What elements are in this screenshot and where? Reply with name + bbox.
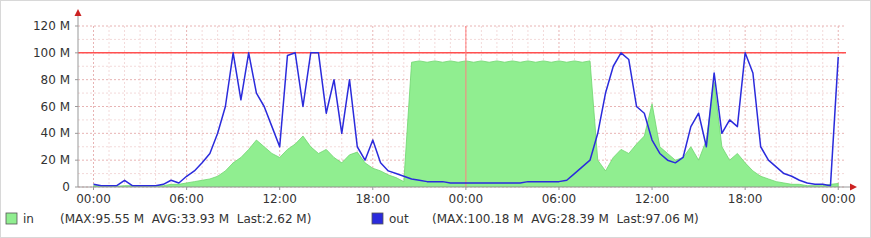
legend-stats: (MAX:95.55 M AVG:33.93 M Last:2.62 M) xyxy=(60,212,311,226)
legend-swatch xyxy=(372,213,383,224)
minor-grid-line xyxy=(109,26,110,187)
y-tick xyxy=(75,106,78,107)
y-tick-label: 60 M xyxy=(41,100,70,114)
x-tick xyxy=(186,187,187,190)
chart: 0 20 M 40 M 60 M 80 M 100 M 120 M 00:00 06:00 12:… xyxy=(0,0,871,238)
x-tick xyxy=(372,187,373,190)
legend: in (MAX:95.55 M AVG:33.93 M Last:2.62 M) o… xyxy=(6,212,699,226)
x-tick-label: 06:00 xyxy=(542,192,577,206)
x-tick-label: 06:00 xyxy=(169,192,204,206)
grid xyxy=(78,26,846,187)
day-boundary-line xyxy=(465,26,466,187)
grid-line xyxy=(465,26,466,187)
grid-line xyxy=(78,26,846,27)
y-tick-label: 0 xyxy=(62,180,70,194)
minor-grid-line xyxy=(605,26,606,187)
y-tick-label: 100 M xyxy=(33,46,70,60)
minor-grid-line xyxy=(78,39,846,40)
x-tick-label: 12:00 xyxy=(635,192,670,206)
minor-grid-line xyxy=(217,26,218,187)
x-tick-label: 18:00 xyxy=(728,192,763,206)
x-axis-arrow xyxy=(850,184,857,191)
grid-line xyxy=(78,52,846,53)
x-tick xyxy=(745,187,746,190)
y-tick-label: 40 M xyxy=(41,126,70,140)
grid-line xyxy=(372,26,373,187)
x-axis xyxy=(78,187,852,188)
minor-grid-line xyxy=(124,26,125,187)
x-tick xyxy=(93,187,94,190)
y-tick xyxy=(75,26,78,27)
y-tick xyxy=(75,79,78,80)
legend-label: in xyxy=(23,212,34,226)
legend-swatch xyxy=(6,213,17,224)
legend-label: out xyxy=(389,212,409,226)
background xyxy=(1,1,871,238)
y-tick-label: 120 M xyxy=(33,19,70,33)
plot-data xyxy=(78,26,846,187)
line-out xyxy=(94,53,839,186)
y-axis-arrow xyxy=(75,9,82,16)
y-axis xyxy=(78,14,79,187)
x-tick xyxy=(465,187,466,190)
x-tick xyxy=(652,187,653,190)
x-tick-label: 00:00 xyxy=(449,192,484,206)
limit-line xyxy=(78,52,846,54)
x-tick-label: 00:00 xyxy=(76,192,111,206)
x-tick xyxy=(838,187,839,190)
x-tick xyxy=(279,187,280,190)
y-tick xyxy=(75,160,78,161)
grid-line xyxy=(93,26,94,187)
y-tick xyxy=(75,133,78,134)
x-tick-label: 00:00 xyxy=(821,192,856,206)
y-tick xyxy=(75,52,78,53)
x-tick-label: 12:00 xyxy=(262,192,297,206)
y-tick xyxy=(75,187,78,188)
y-tick-label: 80 M xyxy=(41,73,70,87)
minor-grid-line xyxy=(760,26,761,187)
x-tick xyxy=(558,187,559,190)
x-tick-label: 18:00 xyxy=(355,192,390,206)
legend-stats: (MAX:100.18 M AVG:28.39 M Last:97.06 M) xyxy=(432,212,699,226)
y-tick-label: 20 M xyxy=(41,153,70,167)
